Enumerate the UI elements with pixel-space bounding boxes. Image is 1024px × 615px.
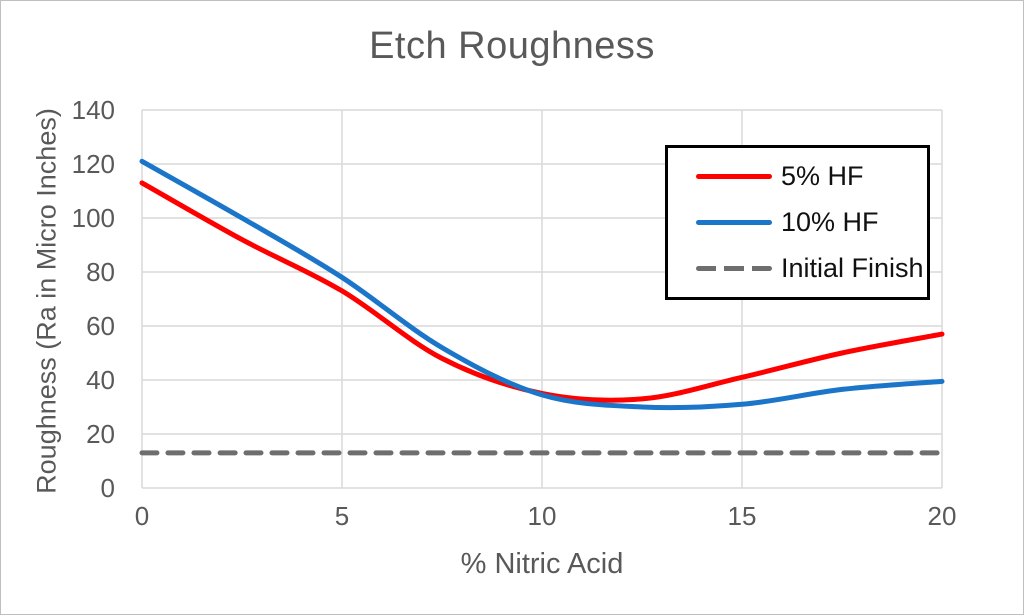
y-tick-label: 140 <box>71 95 115 125</box>
x-tick-label: 20 <box>927 501 957 531</box>
x-tick-label: 5 <box>334 501 350 531</box>
x-tick-label: 0 <box>134 501 150 531</box>
legend-label: 10% HF <box>781 206 879 237</box>
legend-swatch-blue-line-icon <box>696 219 772 225</box>
legend: 5% HF 10% HF Initial Finish <box>665 145 930 300</box>
legend-item-10pct-hf: 10% HF <box>696 207 921 238</box>
y-tick-label: 0 <box>100 473 115 503</box>
y-tick-label: 120 <box>71 149 115 179</box>
y-tick-label: 100 <box>71 203 115 233</box>
series-line-10-hf <box>139 158 945 411</box>
legend-swatch-dashed-line-icon <box>696 265 772 271</box>
legend-label: Initial Finish <box>781 252 924 283</box>
x-tick-label: 10 <box>527 501 557 531</box>
legend-label: 5% HF <box>781 161 864 192</box>
y-tick-label: 80 <box>86 257 115 287</box>
legend-item-5pct-hf: 5% HF <box>696 161 921 192</box>
legend-swatch-red-line-icon <box>696 174 772 180</box>
y-tick-label: 60 <box>86 311 115 341</box>
legend-item-initial-finish: Initial Finish <box>696 252 924 284</box>
x-axis-title: % Nitric Acid <box>460 548 624 580</box>
y-tick-label: 20 <box>86 419 115 449</box>
chart-title: Etch Roughness <box>369 25 655 67</box>
x-tick-label: 15 <box>727 501 757 531</box>
y-tick-label: 40 <box>86 365 115 395</box>
